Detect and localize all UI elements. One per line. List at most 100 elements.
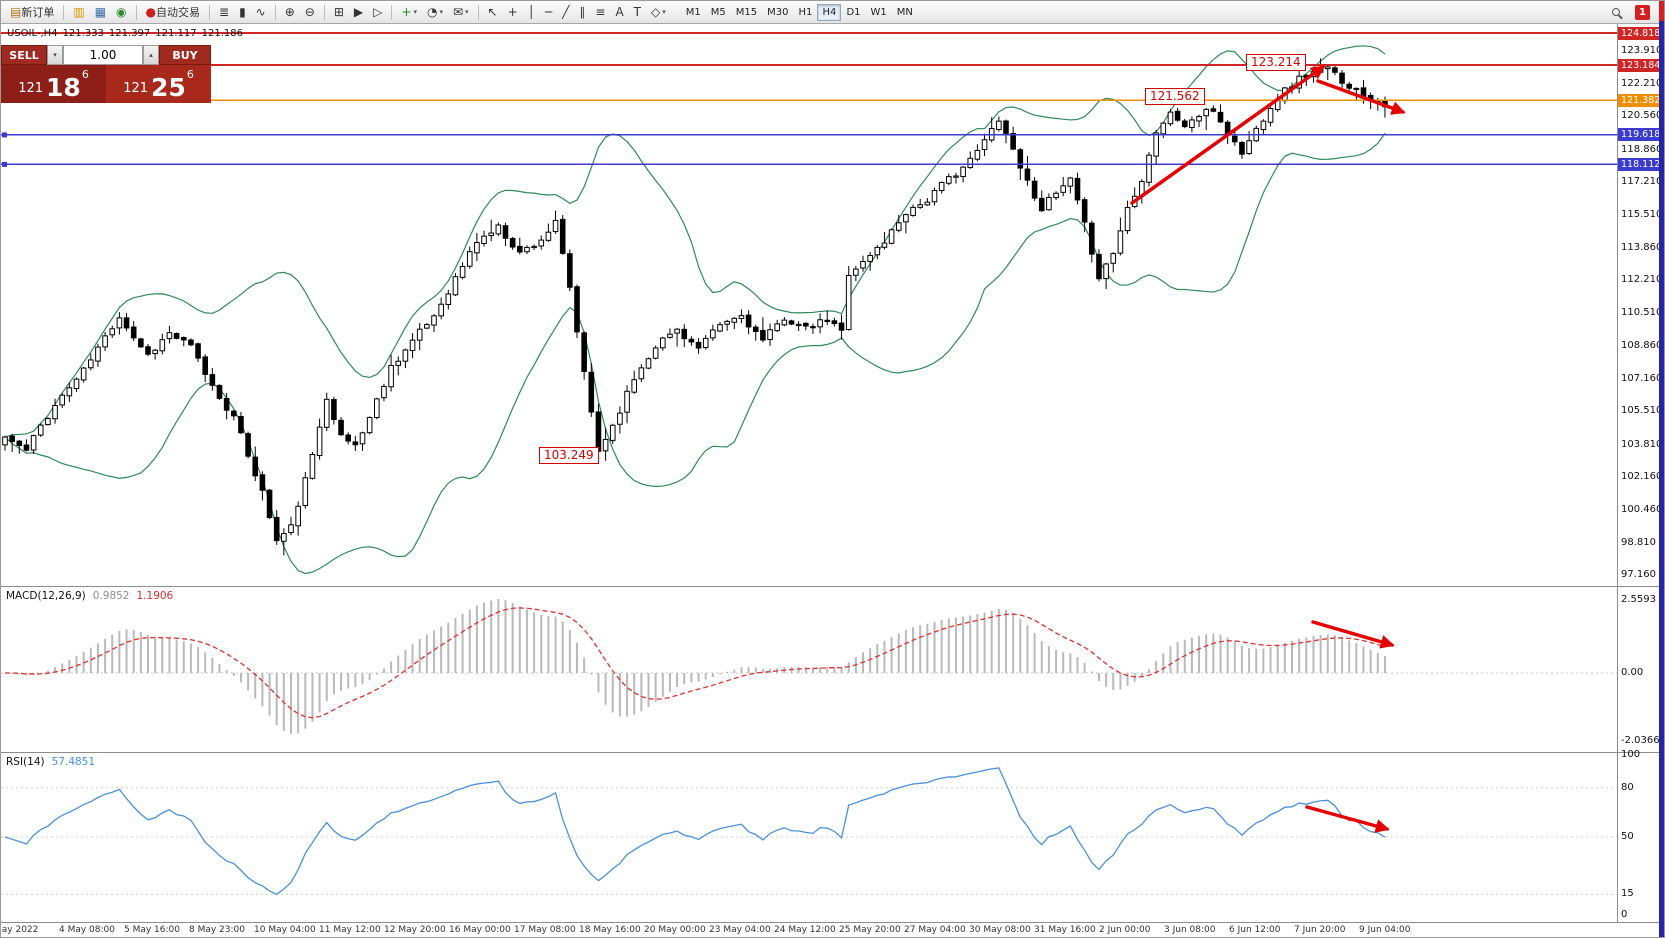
rsi-axis-label: 0 (1621, 909, 1628, 920)
templates-button[interactable]: ✉ ▾ (449, 3, 473, 22)
channel-icon: ∥ (579, 5, 586, 19)
volume-decrease-button[interactable]: ▾ (47, 45, 63, 65)
timeframe-h4-button[interactable]: H4 (817, 3, 842, 21)
time-label: 25 May 20:00 (839, 925, 901, 935)
fibonacci-button[interactable]: ≡ (591, 3, 609, 22)
price-badge: 121.382 (1618, 93, 1660, 107)
time-label: May 2022 (1, 925, 39, 935)
vertical-scrollbar[interactable] (1659, 1, 1664, 937)
buy-price[interactable]: 121 25 6 (106, 65, 211, 103)
new-order-button-label: 新订单 (21, 6, 55, 19)
zoom-in-icon: ⊕ (284, 5, 295, 19)
line-chart-button[interactable]: ∿ (252, 3, 270, 22)
tile-windows-button[interactable]: ⊞ (330, 3, 348, 22)
time-label: 30 May 08:00 (969, 925, 1031, 935)
timeframe-m1-button[interactable]: M1 (685, 6, 701, 18)
rsi-indicator[interactable] (1, 767, 1617, 896)
quote-close: 121.186 (201, 28, 243, 39)
candlestick-chart-button[interactable]: ▮ (235, 3, 250, 22)
time-label: 23 May 04:00 (709, 925, 771, 935)
zoom-in-button[interactable]: ⊕ (281, 3, 299, 22)
autotrading-icon: ● (145, 5, 156, 19)
bar-chart-button[interactable]: ≣ (215, 3, 233, 22)
macd-indicator[interactable] (1, 599, 1617, 735)
bollinger-bands[interactable] (4, 45, 1386, 575)
buy-button[interactable]: BUY (159, 45, 211, 65)
label-icon: T (633, 5, 641, 19)
data-window-icon: ▦ (94, 5, 107, 19)
price-scale[interactable] (1617, 24, 1659, 922)
autotrading-button[interactable]: ● 自动交易 (142, 3, 204, 22)
volume-input[interactable] (63, 45, 143, 65)
zoom-out-button[interactable]: ⊖ (301, 3, 319, 22)
chart-shift-icon: ▷ (373, 5, 383, 19)
strategy-tester-button[interactable]: ◉ (112, 3, 130, 22)
caret-down-icon: ▾ (662, 8, 666, 16)
time-label: 12 May 20:00 (384, 925, 446, 935)
periods-button[interactable]: ◔ ▾ (423, 3, 447, 22)
quote-high: 121.397 (108, 28, 151, 39)
notification-badge[interactable]: 1 (1635, 4, 1650, 20)
price-tick: 103.810 (1621, 438, 1663, 450)
trendline-icon: ╱ (562, 5, 570, 19)
price-callout[interactable]: 103.249 (539, 447, 599, 464)
rsi-axis-label: 80 (1621, 781, 1634, 793)
rsi-label: RSI(14) 57.4851 (6, 756, 96, 768)
timeframe-mn-button[interactable]: MN (896, 6, 913, 18)
indicators-add-button[interactable]: + ▾ (397, 3, 421, 22)
sell-price[interactable]: 121 18 6 (1, 65, 106, 103)
price-callout[interactable]: 123.214 (1246, 54, 1306, 71)
time-label: 17 May 08:00 (514, 925, 576, 935)
auto-scroll-icon: ▶ (353, 5, 364, 19)
timeframe-w1-button[interactable]: W1 (870, 6, 887, 18)
scrollbar-cap (1659, 1, 1664, 21)
time-label: 5 May 16:00 (124, 925, 180, 935)
horizontal-level-lines[interactable] (1, 32, 1617, 167)
time-label: 18 May 16:00 (579, 925, 641, 935)
new-order-button[interactable]: ▤ 新订单 (6, 3, 58, 22)
caret-down-icon: ▾ (465, 8, 469, 16)
time-label: 9 Jun 04:00 (1359, 925, 1411, 935)
market-watch-button[interactable]: ▥ (69, 3, 88, 22)
label-button[interactable]: T (630, 3, 645, 22)
timeframe-m30-button[interactable]: M30 (767, 6, 789, 18)
horizontal-line-button[interactable]: ─ (541, 3, 556, 22)
trend-arrows[interactable] (1130, 65, 1406, 833)
data-window-button[interactable]: ▦ (91, 3, 110, 22)
price-callout[interactable]: 121.562 (1145, 88, 1205, 105)
time-label: 20 May 00:00 (644, 925, 706, 935)
timeframe-m5-button[interactable]: M5 (710, 6, 726, 18)
rsi-axis-label: 50 (1621, 831, 1634, 842)
cursor-button[interactable]: ↖ (484, 3, 502, 22)
macd-axis-label: 0.00 (1621, 667, 1644, 678)
text-button[interactable]: A (611, 3, 627, 22)
macd-axis-label: 2.5593 (1621, 594, 1656, 605)
new-order-icon: ▤ (10, 5, 22, 19)
price-tick: 117.210 (1621, 176, 1663, 188)
crosshair-button[interactable]: + (504, 3, 522, 22)
price-tick: 110.510 (1621, 307, 1663, 319)
timeframe-m15-button[interactable]: M15 (735, 6, 758, 18)
text-icon: A (615, 5, 624, 19)
arrows-button[interactable]: ◇ ▾ (647, 3, 670, 22)
zoom-out-icon: ⊖ (304, 5, 315, 19)
price-tick: 100.460 (1621, 504, 1663, 516)
time-scale[interactable]: May 2022 4 May 08:00 5 May 16:00 8 May 23:0… (1, 922, 1659, 937)
price-tick: 98.810 (1621, 536, 1656, 548)
sell-button[interactable]: SELL (1, 45, 47, 65)
volume-increase-button[interactable]: ▴ (143, 45, 159, 65)
timeframe-d1-button[interactable]: D1 (846, 6, 861, 18)
trendline-button[interactable]: ╱ (558, 3, 573, 22)
horizontal-line-icon: ─ (544, 5, 553, 19)
toolbar-separator (323, 4, 325, 20)
timeframe-h1-button[interactable]: H1 (798, 6, 813, 18)
channel-button[interactable]: ∥ (575, 3, 589, 22)
toolbar-separator (135, 4, 137, 20)
auto-scroll-button[interactable]: ▶ (350, 3, 367, 22)
search-button[interactable] (1608, 3, 1626, 22)
time-label: 6 Jun 12:00 (1229, 925, 1281, 935)
vertical-line-button[interactable]: │ (524, 3, 539, 22)
candlestick-series[interactable] (2, 58, 1388, 556)
chart-shift-button[interactable]: ▷ (369, 3, 386, 22)
